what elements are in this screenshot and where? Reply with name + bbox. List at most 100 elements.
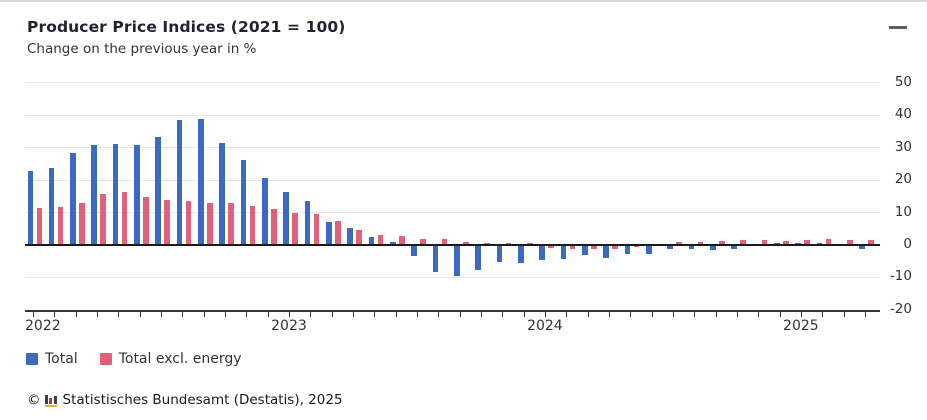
y-axis-label: -20: [889, 300, 912, 317]
total-bar[interactable]: [27, 170, 33, 245]
excl-energy-bar[interactable]: [697, 241, 704, 245]
total-bar[interactable]: [475, 245, 481, 270]
excl-energy-bar[interactable]: [569, 245, 576, 250]
total-bar[interactable]: [262, 177, 268, 245]
total-bar[interactable]: [112, 143, 119, 245]
total-bar[interactable]: [710, 245, 716, 250]
excl-energy-bar[interactable]: [335, 220, 341, 245]
excl-energy-bar[interactable]: [484, 242, 490, 245]
total-bar[interactable]: [91, 144, 97, 245]
excl-energy-bar[interactable]: [36, 208, 42, 245]
gridline: [25, 114, 880, 116]
total-bar[interactable]: [48, 167, 55, 245]
excl-energy-bar[interactable]: [313, 213, 320, 245]
total-bar[interactable]: [155, 137, 161, 245]
excl-energy-bar[interactable]: [271, 209, 277, 245]
total-bar[interactable]: [624, 245, 631, 255]
x-axis-tick: [160, 311, 162, 317]
total-series-swatch: [26, 353, 38, 365]
total-bar[interactable]: [688, 245, 695, 249]
total-bar[interactable]: [560, 245, 567, 260]
total-bar[interactable]: [816, 242, 823, 245]
x-axis-tick: [843, 311, 845, 317]
total-bar[interactable]: [368, 237, 375, 245]
legend-item-total[interactable]: Total: [26, 351, 78, 367]
excl-energy-bar[interactable]: [164, 200, 170, 245]
gridline: [25, 276, 880, 278]
x-axis-tick: [416, 311, 418, 317]
excl-energy-bar[interactable]: [825, 239, 832, 245]
excl-energy-bar[interactable]: [356, 230, 362, 245]
total-bar[interactable]: [240, 159, 247, 245]
total-bar[interactable]: [283, 192, 289, 245]
gridline: [25, 82, 880, 84]
excl-energy-bar[interactable]: [57, 207, 64, 245]
x-axis-tick: [736, 311, 738, 317]
x-axis-tick: [118, 311, 120, 317]
total-bar[interactable]: [326, 221, 332, 245]
excl-energy-bar[interactable]: [121, 192, 128, 245]
x-axis-tick: [608, 311, 610, 317]
excl-energy-bar[interactable]: [185, 201, 192, 245]
x-axis-tick: [480, 311, 482, 317]
total-bar[interactable]: [411, 245, 417, 256]
excl-energy-bar[interactable]: [100, 194, 106, 245]
excl-energy-bar[interactable]: [228, 202, 234, 245]
excl-energy-bar[interactable]: [868, 239, 874, 245]
total-bar[interactable]: [198, 118, 204, 245]
excl-energy-bar[interactable]: [676, 242, 682, 245]
excl-energy-series-swatch: [99, 353, 112, 365]
excl-energy-bar[interactable]: [399, 236, 405, 245]
excl-energy-bar[interactable]: [463, 241, 469, 245]
x-axis-line: [25, 309, 880, 312]
excl-energy-bar[interactable]: [612, 245, 618, 249]
x-axis-tick: [139, 311, 141, 317]
total-bar[interactable]: [347, 228, 353, 245]
total-bar[interactable]: [731, 245, 737, 250]
excl-energy-bar[interactable]: [420, 238, 426, 245]
total-bar[interactable]: [219, 142, 225, 245]
x-axis-tick: [587, 311, 589, 317]
total-bar[interactable]: [667, 245, 673, 250]
total-bar[interactable]: [582, 245, 588, 255]
excl-energy-bar[interactable]: [783, 240, 789, 245]
excl-energy-bar[interactable]: [761, 239, 768, 245]
excl-energy-bar[interactable]: [548, 245, 554, 248]
total-bar[interactable]: [304, 201, 311, 245]
total-bar[interactable]: [859, 245, 865, 249]
total-bar[interactable]: [774, 242, 780, 245]
total-bar[interactable]: [134, 144, 140, 245]
total-bar[interactable]: [70, 152, 76, 245]
excl-energy-bar[interactable]: [740, 240, 746, 245]
x-axis-tick: [694, 311, 696, 317]
total-bar[interactable]: [454, 245, 460, 277]
total-bar[interactable]: [432, 245, 439, 272]
total-bar[interactable]: [176, 119, 183, 245]
excl-energy-bar[interactable]: [847, 239, 853, 245]
legend-item-excl-energy[interactable]: Total excl. energy: [99, 351, 242, 367]
excl-energy-bar[interactable]: [143, 197, 149, 245]
total-bar[interactable]: [518, 245, 524, 264]
excl-energy-bar[interactable]: [804, 240, 810, 245]
total-bar[interactable]: [496, 245, 503, 263]
excl-energy-bar[interactable]: [79, 202, 85, 245]
legend-label: Total excl. energy: [118, 351, 242, 367]
excl-energy-bar[interactable]: [441, 239, 448, 245]
total-bar[interactable]: [390, 241, 396, 245]
total-bar[interactable]: [539, 245, 545, 260]
x-axis-tick: [459, 311, 461, 317]
y-axis-label: 10: [894, 203, 912, 220]
chart-context-menu-button[interactable]: [884, 21, 912, 49]
x-axis-tick: [566, 311, 568, 317]
excl-energy-bar[interactable]: [207, 202, 213, 245]
total-bar[interactable]: [603, 245, 609, 258]
excl-energy-bar[interactable]: [719, 241, 725, 245]
excl-energy-bar[interactable]: [292, 213, 298, 245]
total-bar[interactable]: [646, 245, 652, 255]
excl-energy-bar[interactable]: [591, 245, 597, 249]
excl-energy-bar[interactable]: [377, 234, 384, 245]
x-axis-tick: [96, 311, 98, 317]
excl-energy-bar[interactable]: [249, 205, 256, 245]
y-axis-label: -10: [889, 268, 912, 285]
